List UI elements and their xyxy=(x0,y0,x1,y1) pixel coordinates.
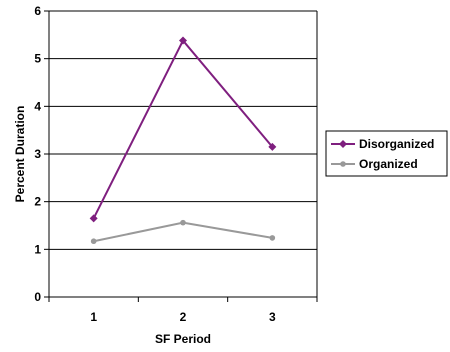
data-point xyxy=(179,36,187,45)
data-point xyxy=(90,238,97,245)
legend-box xyxy=(325,130,448,177)
data-point xyxy=(180,219,186,226)
legend-label: Organized xyxy=(359,157,418,171)
y-tick-label: 3 xyxy=(34,147,41,161)
series-organized xyxy=(90,219,276,245)
data-point xyxy=(268,142,277,151)
gridlines xyxy=(49,10,317,250)
y-tick-label: 5 xyxy=(34,52,41,66)
y-tick-label: 4 xyxy=(34,99,41,113)
legend-marker xyxy=(340,161,346,167)
y-tick-label: 0 xyxy=(34,290,41,304)
x-axis-title: SF Period xyxy=(155,332,211,346)
y-tick-label: 2 xyxy=(34,195,41,209)
legend: Disorganized Organized xyxy=(325,130,448,177)
axes: 0 1 2 3 4 5 6 1 2 3 xyxy=(34,4,318,324)
x-tick-label: 1 xyxy=(90,310,97,324)
data-point xyxy=(269,235,276,241)
legend-entry: Disorganized xyxy=(331,137,434,151)
data-point xyxy=(89,214,98,223)
y-axis-title: Percent Duration xyxy=(13,106,27,203)
y-tick-label: 6 xyxy=(34,4,41,18)
series-group xyxy=(89,36,277,245)
x-tick-label: 3 xyxy=(269,310,276,324)
series-line xyxy=(92,38,274,219)
legend-entry: Organized xyxy=(331,157,418,171)
y-tick-label: 1 xyxy=(34,242,41,256)
series-disorganized xyxy=(89,36,277,223)
legend-marker xyxy=(339,140,347,148)
legend-label: Disorganized xyxy=(359,137,434,151)
x-tick-label: 2 xyxy=(180,310,187,324)
